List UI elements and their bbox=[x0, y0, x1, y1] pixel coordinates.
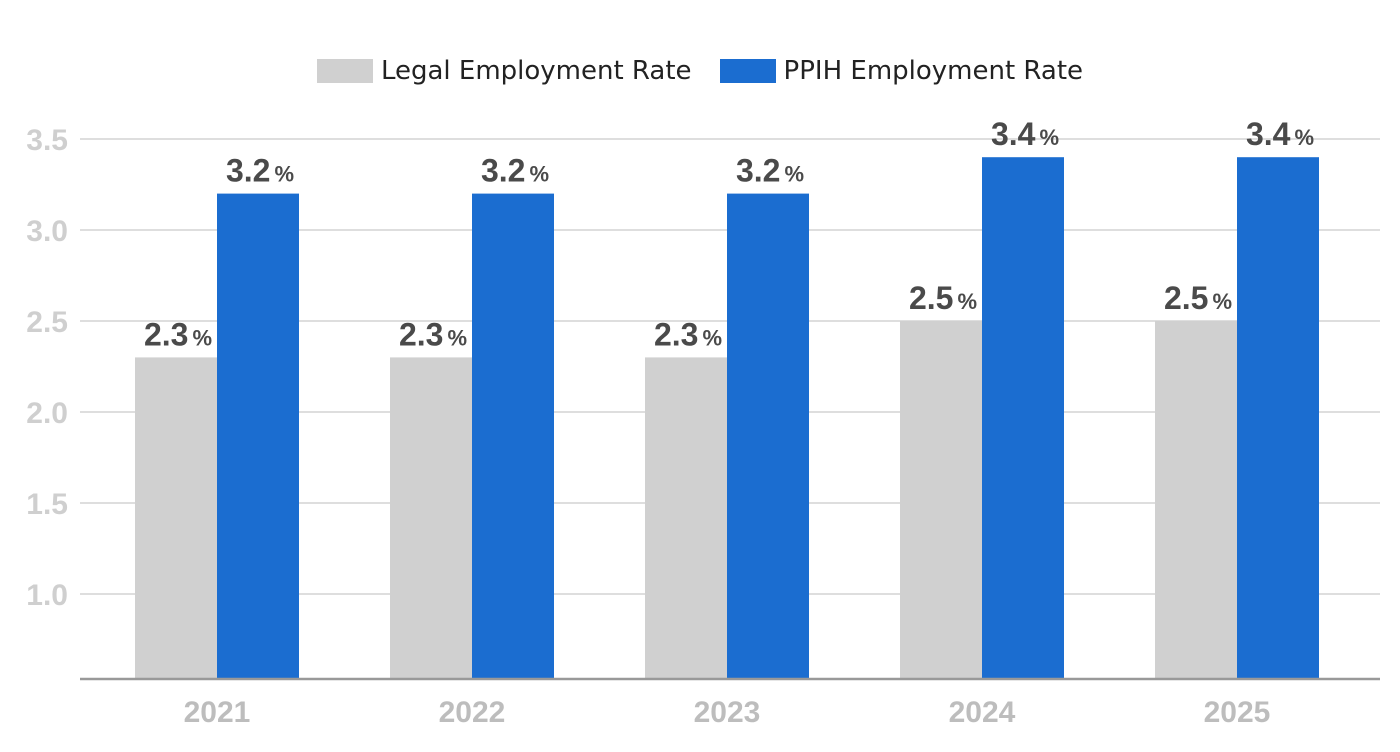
y-tick-label: 3.0 bbox=[26, 215, 68, 248]
legend-label-legal: Legal Employment Rate bbox=[380, 56, 692, 86]
y-tick-label: 1.0 bbox=[26, 579, 68, 612]
data-label: 3.2% bbox=[736, 153, 804, 189]
bar-legal-2025 bbox=[1155, 321, 1237, 679]
data-label: 2.3% bbox=[399, 316, 467, 352]
x-tick-label: 2023 bbox=[694, 696, 761, 729]
data-label: 2.3% bbox=[654, 316, 722, 352]
data-label: 2.5% bbox=[1164, 280, 1232, 316]
legend-swatch-ppih bbox=[719, 59, 776, 83]
x-tick-label: 2025 bbox=[1204, 696, 1271, 729]
legend-swatch-legal bbox=[316, 59, 373, 83]
y-tick-label: 2.5 bbox=[26, 306, 68, 339]
y-tick-label: 3.5 bbox=[26, 124, 68, 157]
data-label: 3.2% bbox=[226, 153, 294, 189]
bar-ppih-2025 bbox=[1237, 157, 1319, 679]
x-tick-label: 2022 bbox=[439, 696, 506, 729]
bar-ppih-2023 bbox=[727, 193, 809, 679]
bar-legal-2023 bbox=[645, 357, 727, 679]
bar-ppih-2024 bbox=[982, 157, 1064, 679]
y-tick-label: 2.0 bbox=[26, 397, 68, 430]
bar-legal-2022 bbox=[390, 357, 472, 679]
legend: Legal Employment Rate PPIH Employment Ra… bbox=[0, 56, 1400, 86]
legend-item-legal: Legal Employment Rate bbox=[316, 56, 692, 86]
bar-legal-2021 bbox=[135, 357, 217, 679]
x-tick-label: 2024 bbox=[949, 696, 1016, 729]
y-tick-label: 1.5 bbox=[26, 488, 68, 521]
bar-legal-2024 bbox=[900, 321, 982, 679]
data-label: 2.5% bbox=[909, 280, 977, 316]
x-tick-label: 2021 bbox=[184, 696, 251, 729]
legend-item-ppih: PPIH Employment Rate bbox=[719, 56, 1084, 86]
data-label: 3.4% bbox=[1246, 116, 1314, 152]
data-label: 3.2% bbox=[481, 153, 549, 189]
data-label: 3.4% bbox=[991, 116, 1059, 152]
bar-ppih-2022 bbox=[472, 193, 554, 679]
legend-label-ppih: PPIH Employment Rate bbox=[783, 56, 1084, 86]
bar-ppih-2021 bbox=[217, 193, 299, 679]
data-label: 2.3% bbox=[144, 316, 212, 352]
